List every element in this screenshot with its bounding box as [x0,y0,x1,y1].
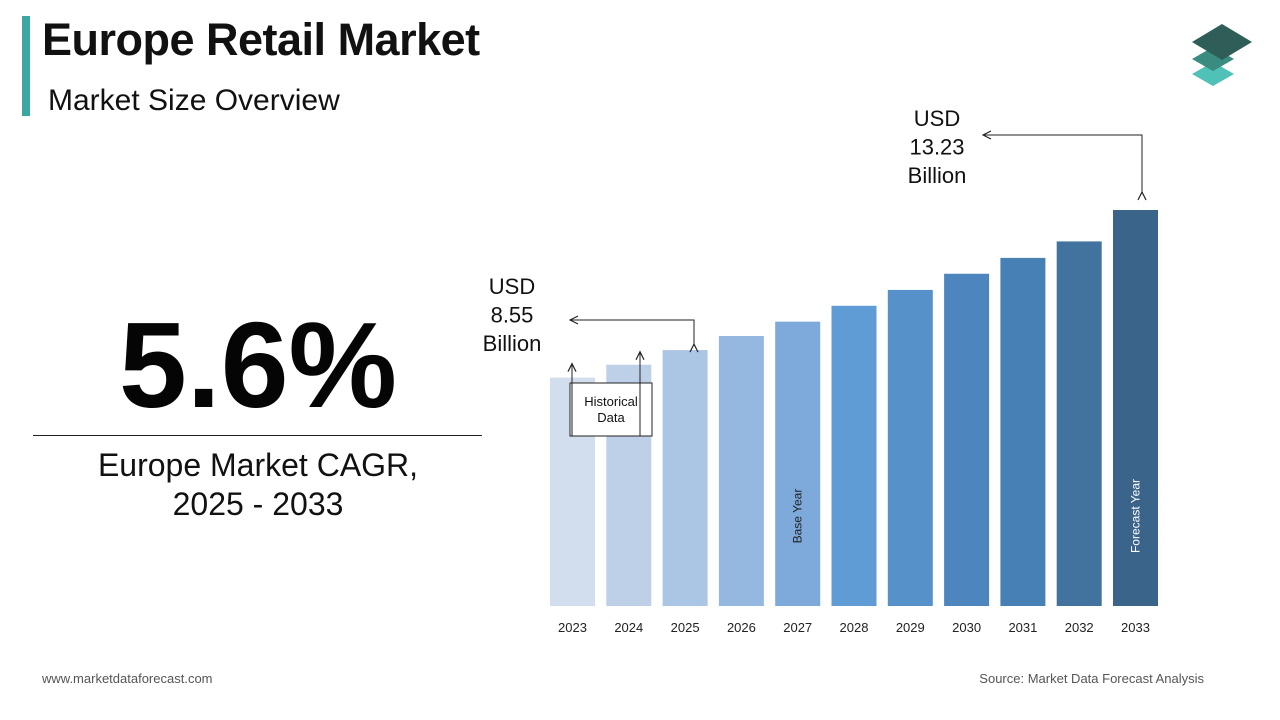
cagr-label-line1: Europe Market CAGR, [97,447,419,483]
x-tick-label: 2024 [614,620,643,635]
bar-2026 [718,336,764,606]
end-value-callout: USD 13.23 Billion [908,106,967,188]
x-tick-label: 2023 [558,620,587,635]
cagr-label: Europe Market CAGR, 2025 - 2033 [34,446,482,524]
end-value-text: 13.23 [909,135,964,160]
bar-2032 [1056,241,1102,606]
start-value-text: USD [489,274,535,299]
x-tick-label: 2032 [1065,620,1094,635]
page-subtitle: Market Size Overview [48,84,340,117]
x-tick-label: 2027 [783,620,812,635]
bar-2031 [1000,257,1046,606]
x-tick-label: 2026 [727,620,756,635]
x-tick-label: 2025 [671,620,700,635]
chart-x-axis: 2023 2024 2025 2026 2027 2028 2029 2030 2031 2032… [558,620,1150,635]
start-value-callout: USD 8.55 Billion [483,274,542,356]
footer-website: www.marketdataforecast.com [42,671,213,686]
page-title: Europe Retail Market [42,14,480,65]
start-value-arrow [570,320,694,344]
x-tick-label: 2029 [896,620,925,635]
x-tick-label: 2028 [840,620,869,635]
logo-layer-top [1192,24,1252,60]
bar-2029 [887,289,933,606]
x-tick-label: 2030 [952,620,981,635]
end-value-text: Billion [908,163,967,188]
logo-layer-bottom [1192,62,1234,86]
cagr-divider [33,435,482,436]
bar-2027 [775,321,821,606]
x-tick-label: 2031 [1008,620,1037,635]
end-value-arrow [983,135,1142,192]
bar-2025 [662,350,708,606]
cagr-value: 5.6% [118,297,398,433]
x-tick-label: 2033 [1121,620,1150,635]
title-accent-bar [22,16,30,116]
historical-data-label: Data [597,410,625,425]
historical-data-label: Historical [584,394,638,409]
stacked-layers-icon [1192,24,1252,86]
bar-2030 [944,273,990,606]
start-value-text: Billion [483,331,542,356]
bar-2033 [1113,210,1158,606]
cagr-label-line2: 2025 - 2033 [172,486,344,522]
start-value-text: 8.55 [491,303,534,328]
end-value-text: USD [914,106,960,131]
footer-source: Source: Market Data Forecast Analysis [979,671,1204,686]
bar-inline-label: Base Year [791,489,805,544]
bar-2028 [831,305,877,606]
bar-inline-label: Forecast Year [1129,479,1143,553]
